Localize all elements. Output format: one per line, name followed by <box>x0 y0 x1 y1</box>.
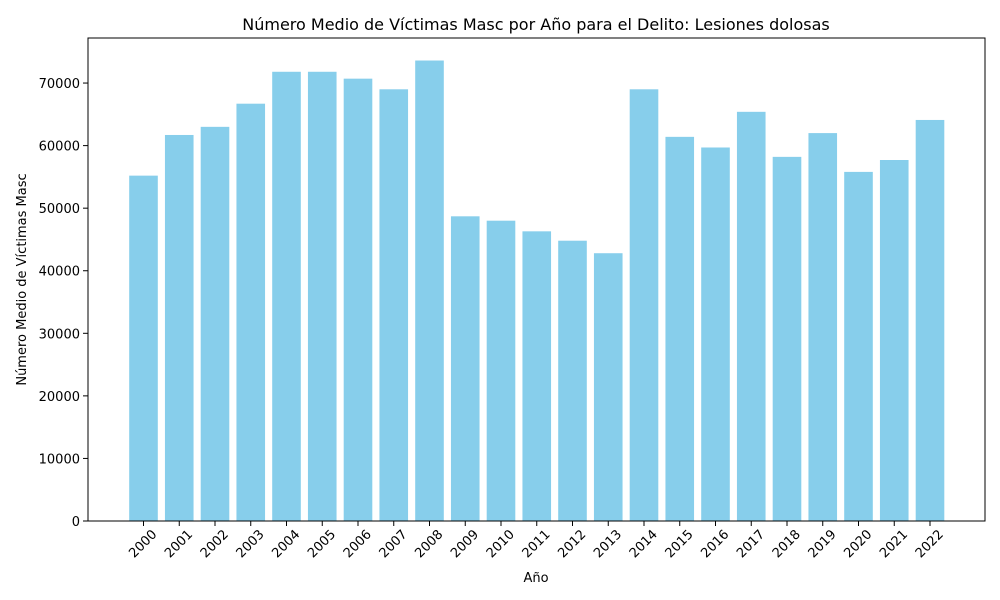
chart-title: Número Medio de Víctimas Masc por Año pa… <box>242 15 829 34</box>
y-tick-label-60000: 60000 <box>39 140 80 155</box>
bar-2013 <box>593 253 623 521</box>
bar-2004 <box>272 71 301 521</box>
x-tick-label-2008: 2008 <box>412 527 446 561</box>
bar-2010 <box>486 220 516 521</box>
bar-2002 <box>200 126 230 521</box>
bar-2009 <box>450 216 480 521</box>
y-tick-label-50000: 50000 <box>39 202 80 217</box>
y-tick-label-70000: 70000 <box>39 77 80 92</box>
x-axis-ticks: 2000 2001 2002 2003 2004 2005 2006 2007 2008 2009… <box>126 521 947 561</box>
bar-2005 <box>307 71 337 521</box>
x-tick-label-2000: 2000 <box>126 527 160 561</box>
bar-2008 <box>415 60 444 522</box>
y-tick-label-30000: 30000 <box>39 327 80 342</box>
x-tick-label-2018: 2018 <box>770 527 804 561</box>
bar-2007 <box>379 89 409 522</box>
x-axis-label: Año <box>523 571 548 586</box>
y-tick-label-20000: 20000 <box>39 390 80 405</box>
y-axis-label: Número Medio de Víctimas Masc <box>15 173 30 385</box>
x-tick-label-2021: 2021 <box>877 527 911 561</box>
bar-2018 <box>772 156 802 521</box>
bar-2012 <box>558 240 587 521</box>
x-tick-label-2002: 2002 <box>198 527 232 561</box>
x-tick-label-2007: 2007 <box>377 527 411 561</box>
y-axis-ticks: 0 10000 20000 30000 40000 50000 60000 70000 <box>39 77 88 530</box>
bar-2017 <box>736 111 766 521</box>
bar-2003 <box>236 103 266 521</box>
x-tick-label-2014: 2014 <box>627 527 661 561</box>
bar-2014 <box>629 89 659 522</box>
x-tick-label-2005: 2005 <box>305 527 339 561</box>
bar-2006 <box>343 78 373 522</box>
y-tick-label-0: 0 <box>72 515 80 530</box>
x-tick-label-2016: 2016 <box>698 527 732 561</box>
x-tick-label-2012: 2012 <box>555 527 589 561</box>
x-tick-label-2020: 2020 <box>841 527 875 561</box>
bars-group <box>129 60 945 522</box>
x-tick-label-2010: 2010 <box>484 527 518 561</box>
x-tick-label-2001: 2001 <box>162 527 196 561</box>
bar-2000 <box>129 175 158 521</box>
x-tick-label-2009: 2009 <box>448 527 482 561</box>
x-tick-label-2006: 2006 <box>341 527 375 561</box>
bar-2015 <box>665 136 695 521</box>
x-tick-label-2022: 2022 <box>913 527 947 561</box>
x-tick-label-2015: 2015 <box>663 527 697 561</box>
x-tick-label-2003: 2003 <box>234 527 268 561</box>
x-tick-label-2017: 2017 <box>734 527 768 561</box>
x-tick-label-2011: 2011 <box>520 527 554 561</box>
x-tick-label-2019: 2019 <box>806 527 840 561</box>
bar-2019 <box>808 133 838 521</box>
y-tick-label-40000: 40000 <box>39 265 80 280</box>
bar-2016 <box>701 147 730 522</box>
bar-2022 <box>915 119 945 522</box>
bar-2001 <box>164 134 194 522</box>
x-tick-label-2013: 2013 <box>591 527 625 561</box>
y-tick-label-10000: 10000 <box>39 452 80 467</box>
bar-2021 <box>879 160 909 521</box>
bar-2011 <box>522 231 552 521</box>
x-tick-label-2004: 2004 <box>269 527 303 561</box>
bar-2020 <box>844 171 873 521</box>
plot-frame <box>87 37 986 522</box>
